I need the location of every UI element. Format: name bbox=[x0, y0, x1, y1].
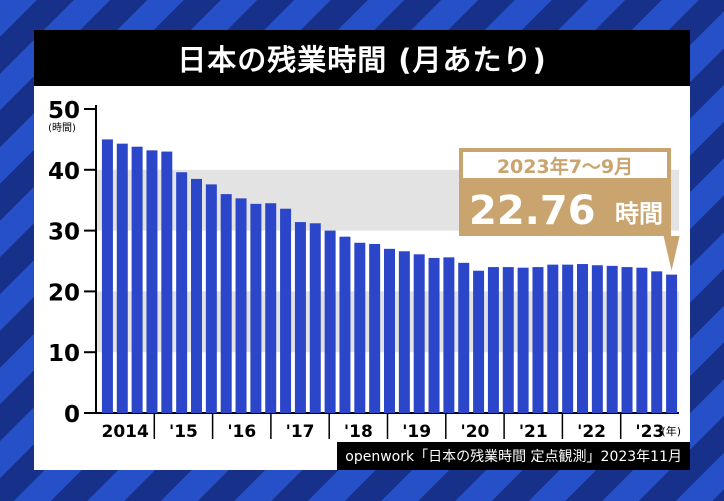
y-tick-label: 40 bbox=[48, 159, 80, 185]
bar bbox=[101, 139, 113, 413]
y-tick-label: 10 bbox=[48, 341, 80, 367]
bar bbox=[265, 203, 277, 413]
bar bbox=[547, 264, 559, 413]
bar bbox=[116, 143, 128, 413]
x-tick-label: '18 bbox=[344, 422, 373, 442]
bar bbox=[577, 264, 588, 413]
y-tick-label: 30 bbox=[48, 220, 80, 246]
bar bbox=[443, 257, 455, 413]
x-tick-label: '19 bbox=[402, 422, 431, 442]
bar-chart: 0 10 20 30 40 50(時間) 2014 '15 '16 '17 '18 '19 '20 '21… bbox=[48, 98, 681, 442]
callout-unit: 時間 bbox=[615, 200, 663, 228]
bar bbox=[339, 236, 351, 413]
bar bbox=[220, 194, 232, 413]
bar bbox=[517, 267, 529, 413]
x-tick-label: '23 bbox=[635, 422, 664, 442]
x-axis-unit: (年) bbox=[661, 424, 681, 438]
x-tick-label: '20 bbox=[461, 422, 490, 442]
bar bbox=[636, 267, 648, 413]
bar bbox=[651, 271, 663, 413]
callout-period: 2023年7〜9月 bbox=[497, 155, 633, 178]
y-tick-label: 0 bbox=[64, 402, 80, 428]
bar bbox=[146, 150, 158, 413]
bar bbox=[324, 230, 336, 413]
chart-panel: 日本の残業時間 (月あたり) 0 10 20 30 40 50 (時間) 2014 '15 '16… bbox=[34, 30, 690, 470]
bar bbox=[532, 267, 544, 413]
bar bbox=[473, 270, 485, 413]
x-tick-label: '22 bbox=[577, 422, 606, 442]
bar bbox=[250, 203, 262, 413]
bar bbox=[205, 184, 217, 413]
y-axis-unit: (時間) bbox=[48, 122, 76, 134]
bar bbox=[309, 223, 321, 413]
bar bbox=[621, 267, 633, 413]
bar bbox=[413, 254, 425, 413]
x-tick-label: '17 bbox=[286, 422, 315, 442]
bar bbox=[294, 222, 306, 413]
callout-pointer bbox=[663, 236, 680, 271]
y-tick-label: 50 bbox=[48, 98, 80, 124]
callout-value: 22.76 bbox=[469, 188, 596, 234]
bar bbox=[398, 251, 410, 413]
y-tick-label: 20 bbox=[48, 280, 80, 306]
x-tick-label: '21 bbox=[519, 422, 548, 442]
bar bbox=[591, 265, 603, 413]
bar bbox=[562, 264, 574, 413]
bar bbox=[161, 151, 173, 413]
source-caption: openwork「日本の残業時間 定点観測」2023年11月 bbox=[337, 442, 690, 470]
bar bbox=[280, 208, 292, 413]
bar bbox=[369, 243, 381, 413]
chart-title: 日本の残業時間 (月あたり) bbox=[34, 30, 690, 86]
bar bbox=[131, 146, 143, 414]
bar bbox=[666, 274, 678, 413]
x-tick-label: '16 bbox=[227, 422, 256, 442]
bar bbox=[502, 267, 514, 413]
bar bbox=[384, 248, 395, 413]
bar bbox=[487, 267, 499, 413]
x-tick-label: 2014 bbox=[101, 422, 148, 442]
bar bbox=[176, 172, 188, 413]
bar bbox=[428, 257, 440, 413]
bar bbox=[606, 265, 618, 413]
bar bbox=[235, 198, 247, 413]
x-tick-label: '15 bbox=[169, 422, 198, 442]
bar bbox=[191, 178, 202, 413]
bar bbox=[354, 242, 366, 413]
callout-period-bg bbox=[463, 152, 667, 178]
bar bbox=[458, 262, 470, 413]
